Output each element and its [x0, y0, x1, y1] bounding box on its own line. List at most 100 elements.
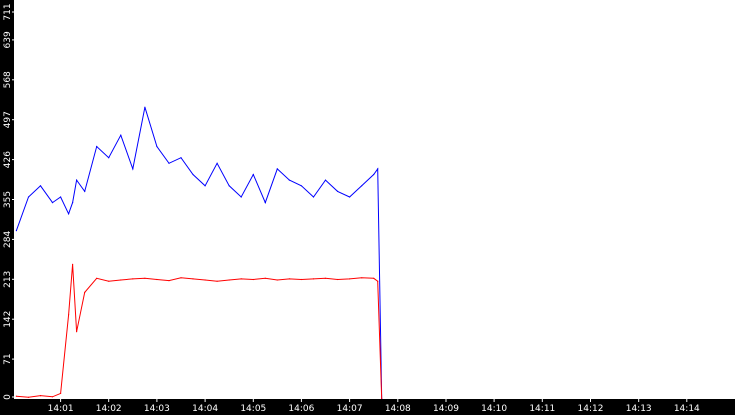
y-tick-label: 0 [3, 394, 13, 400]
data-point [288, 278, 290, 280]
data-point [15, 230, 17, 232]
data-point [39, 395, 42, 397]
y-tick-label: 568 [3, 71, 13, 88]
x-tick-label: 14:03 [144, 404, 170, 414]
data-point [180, 157, 182, 159]
x-tick-label: 14:09 [433, 404, 459, 414]
data-point [240, 278, 242, 280]
x-axis-bar [0, 399, 735, 415]
x-tick-label: 14:13 [626, 404, 652, 414]
data-point [180, 277, 182, 279]
data-point [252, 173, 254, 176]
data-point [216, 162, 218, 164]
series-layer [15, 106, 383, 400]
data-point [51, 396, 54, 398]
y-axis-tick-labels: 0 71 142 213 284 355 426 497 568 639 711 [3, 3, 14, 400]
data-point [276, 168, 278, 170]
data-point [156, 145, 158, 148]
data-point [361, 277, 363, 279]
data-point [361, 185, 363, 187]
data-point [96, 145, 98, 148]
data-point [377, 280, 379, 282]
data-point [337, 278, 339, 281]
x-tick-label: 14:10 [481, 404, 507, 414]
y-tick-label: 426 [3, 151, 13, 168]
data-point [228, 185, 230, 187]
x-axis-tick-labels: 14:01 14:02 14:03 14:04 14:05 14:06 14:07 14:08… [48, 399, 700, 414]
data-point [168, 162, 170, 164]
y-tick-label: 355 [3, 191, 13, 208]
data-point [373, 173, 375, 176]
data-point [108, 157, 110, 159]
data-point [288, 179, 290, 181]
data-point [60, 196, 62, 198]
y-axis-bar [0, 0, 14, 415]
x-tick-label: 14:06 [288, 404, 314, 414]
data-point [68, 314, 70, 316]
y-tick-label: 639 [3, 31, 13, 48]
data-point [264, 277, 266, 279]
data-point [132, 168, 134, 170]
y-tick-label: 497 [3, 111, 13, 128]
x-tick-label: 14:02 [96, 404, 122, 414]
y-tick-label: 284 [3, 231, 13, 248]
data-point [60, 392, 62, 394]
data-point [144, 277, 146, 279]
data-point [312, 196, 315, 198]
data-point [76, 179, 78, 181]
y-tick-label: 711 [3, 3, 13, 20]
data-point [252, 278, 254, 281]
data-point [300, 185, 302, 187]
data-point [132, 278, 134, 280]
x-tick-label: 14:12 [578, 404, 604, 414]
x-tick-label: 14:07 [337, 404, 363, 414]
data-point [312, 278, 315, 280]
x-tick-label: 14:05 [240, 404, 266, 414]
data-point [68, 213, 70, 215]
data-point [216, 280, 218, 282]
data-point [192, 278, 194, 280]
data-point [349, 278, 351, 280]
data-point [120, 279, 122, 281]
data-point [144, 106, 146, 108]
data-point [337, 190, 339, 192]
data-point [349, 196, 351, 198]
data-point [72, 202, 74, 204]
x-tick-label: 14:11 [529, 404, 555, 414]
y-tick-label: 71 [3, 353, 13, 364]
data-point [84, 291, 86, 293]
data-point [300, 278, 302, 281]
data-point [264, 202, 266, 204]
data-point [108, 280, 110, 282]
data-point [72, 263, 74, 265]
data-point [324, 179, 327, 181]
x-tick-label: 14:08 [385, 404, 411, 414]
data-point [39, 185, 42, 187]
data-point [204, 185, 206, 187]
data-point [192, 173, 194, 176]
data-point [240, 196, 242, 198]
data-point [168, 280, 170, 282]
data-point [96, 277, 98, 279]
x-tick-label: 14:01 [48, 404, 74, 414]
data-point [373, 277, 375, 279]
data-point [276, 279, 278, 281]
x-tick-label: 14:14 [674, 404, 700, 414]
data-point [15, 395, 17, 397]
data-point [76, 331, 78, 333]
data-point [27, 196, 30, 198]
y-tick-label: 142 [3, 311, 13, 328]
data-point [27, 396, 30, 398]
y-tick-label: 213 [3, 271, 13, 288]
data-point [84, 190, 86, 192]
data-point [324, 277, 327, 279]
data-point [156, 278, 158, 281]
data-point [377, 168, 379, 170]
data-point [228, 279, 230, 281]
data-point [120, 134, 122, 136]
x-tick-label: 14:04 [192, 404, 218, 414]
data-point [204, 279, 206, 281]
data-point [51, 202, 54, 204]
